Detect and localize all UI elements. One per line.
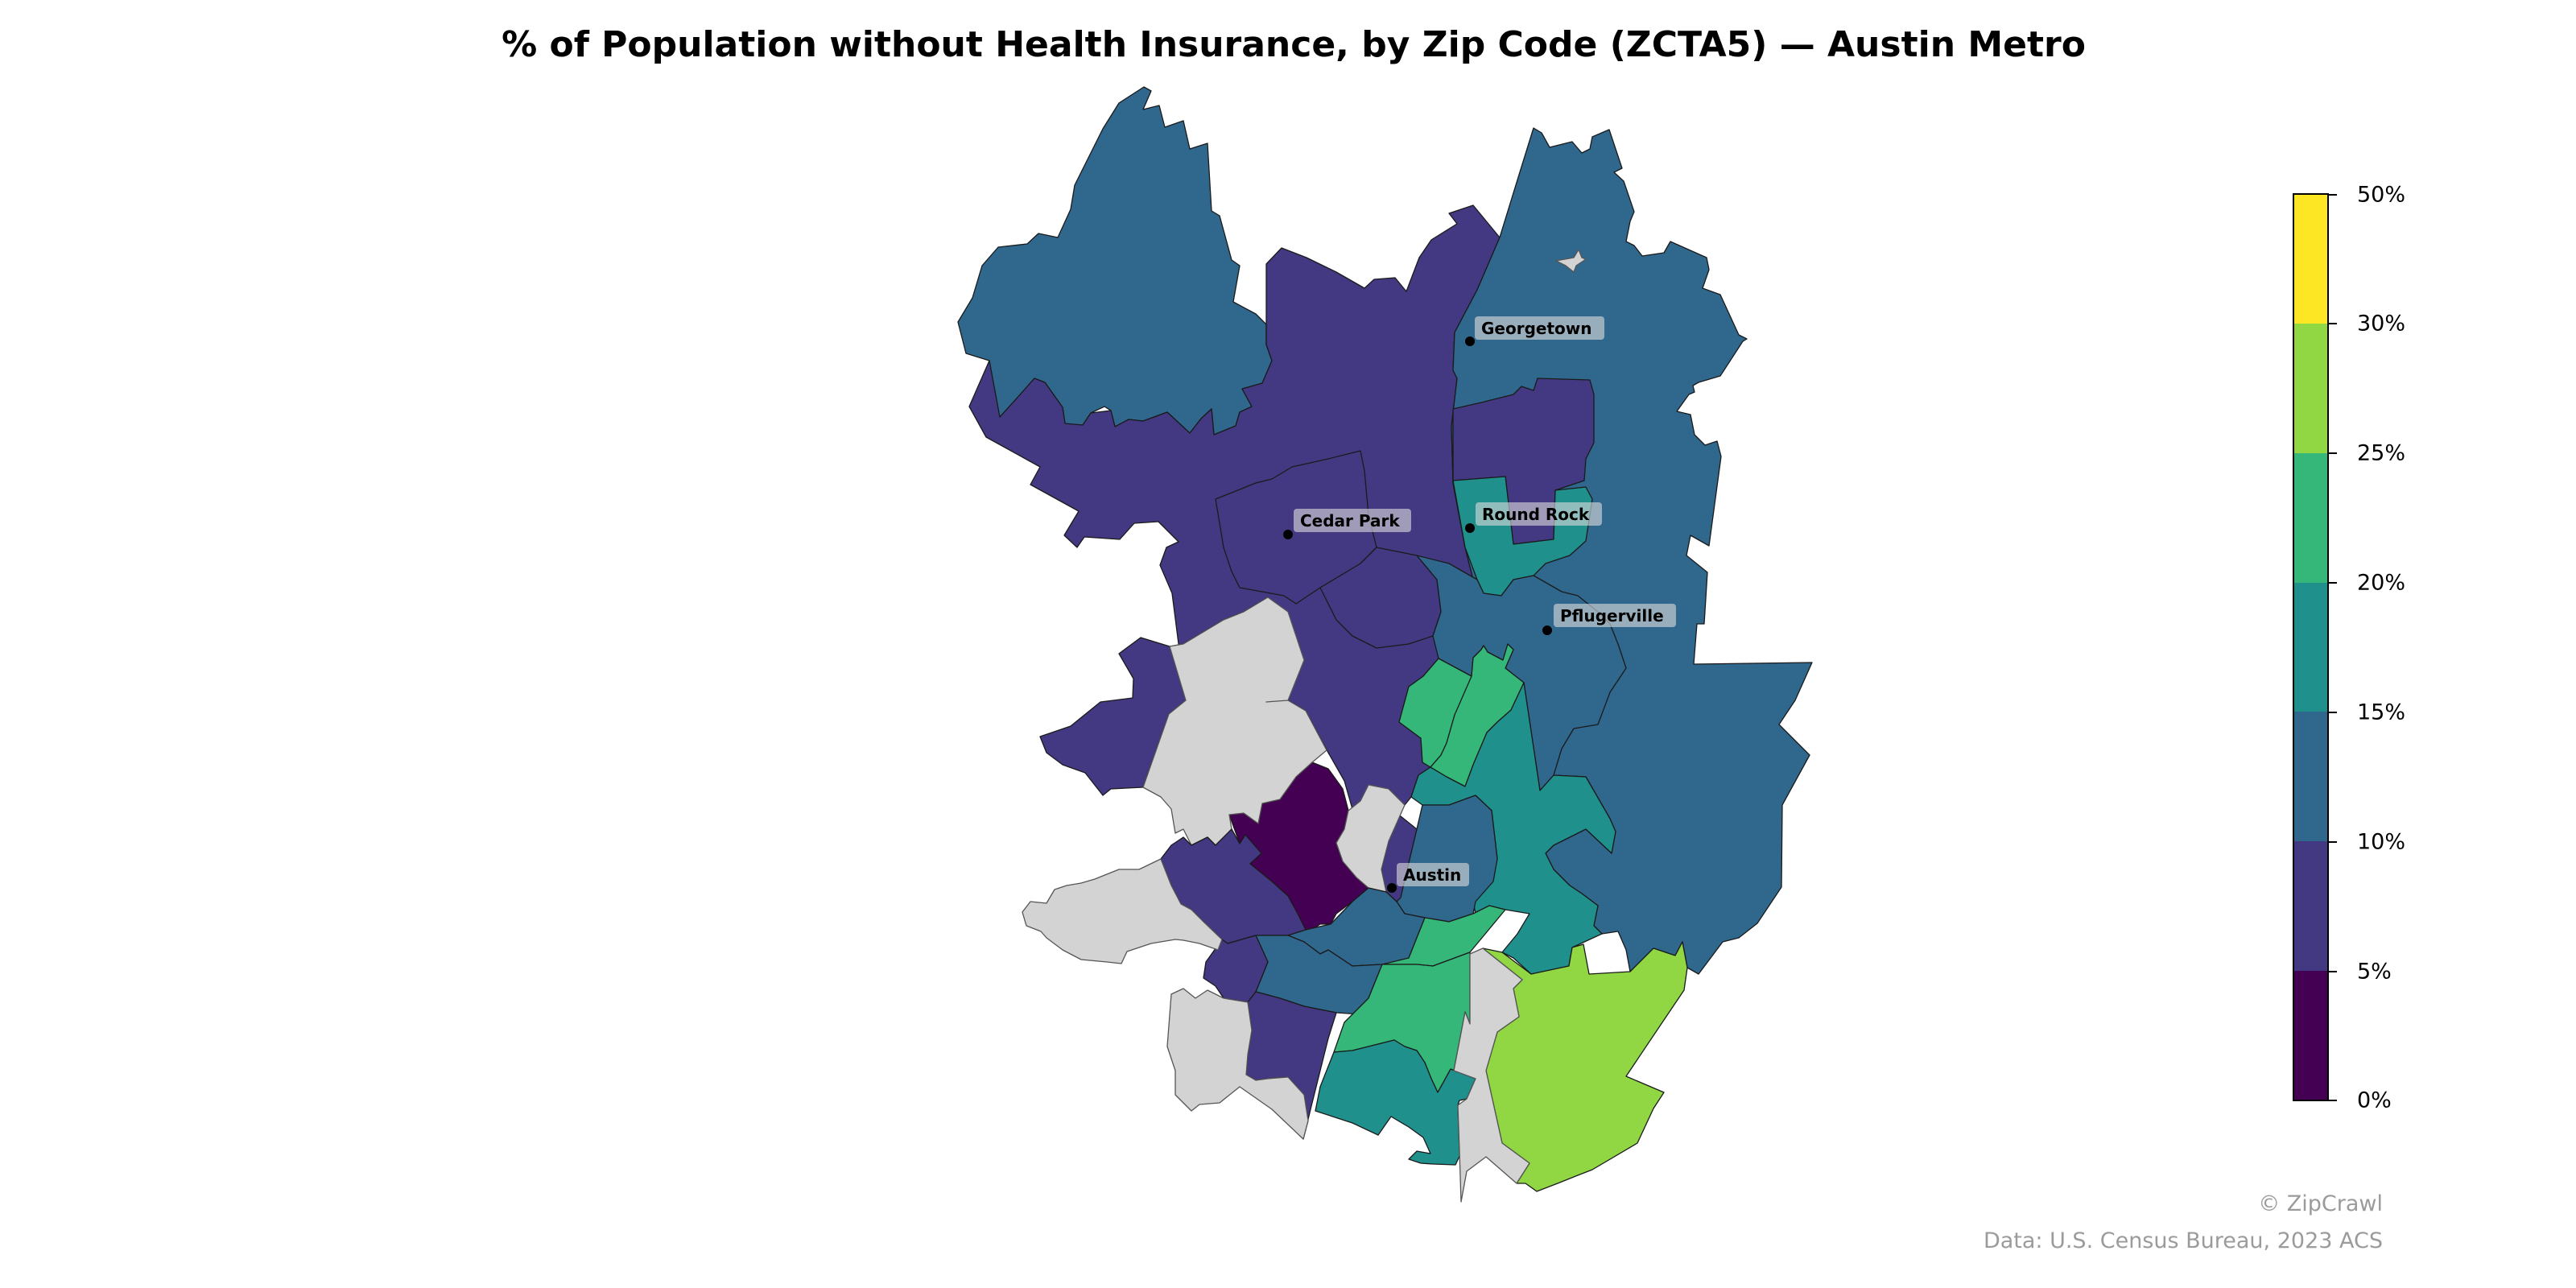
zip-region-far-northwest[interactable] <box>957 86 1273 436</box>
colorbar-label-5: 5% <box>2357 959 2392 985</box>
zip-region-no-data-dripping-springs[interactable] <box>1166 988 1309 1140</box>
colorbar-legend <box>2293 193 2329 1101</box>
colorbar-label-15: 15% <box>2357 700 2406 725</box>
zip-region-no-data-central[interactable] <box>1335 784 1406 893</box>
colorbar-label-25: 25% <box>2357 440 2406 466</box>
city-marker-georgetown: Georgetown <box>1465 316 1604 346</box>
city-marker-round-rock: Round Rock <box>1465 502 1602 533</box>
colorbar-label-30: 30% <box>2357 311 2406 336</box>
colorbar-label-10: 10% <box>2357 829 2406 855</box>
city-dot-icon <box>1283 530 1293 539</box>
colorbar-tick <box>2329 323 2337 324</box>
data-source-text: Data: U.S. Census Bureau, 2023 ACS <box>1983 1228 2383 1253</box>
credit-text: © ZipCrawl <box>2258 1191 2383 1216</box>
colorbar-tick <box>2329 841 2337 843</box>
zip-region-no-data-airport[interactable] <box>1453 947 1530 1203</box>
colorbar-tick <box>2329 1100 2337 1101</box>
city-label-austin: Austin <box>1403 865 1461 885</box>
colorbar-segment-10-15 <box>2294 712 2327 842</box>
colorbar-segment-15-20 <box>2294 582 2327 712</box>
city-dot-icon <box>1465 523 1475 533</box>
city-marker-cedar-park: Cedar Park <box>1283 509 1411 539</box>
city-label-round-rock: Round Rock <box>1482 505 1590 524</box>
colorbar-label-20: 20% <box>2357 570 2406 596</box>
colorbar-tick <box>2329 971 2337 972</box>
colorbar-segment-5-10 <box>2294 841 2327 972</box>
zip-region-no-data-southwest[interactable] <box>1022 858 1223 964</box>
city-dot-icon <box>1465 336 1475 346</box>
colorbar-label-50: 50% <box>2357 182 2406 208</box>
colorbar-tick <box>2329 712 2337 713</box>
colorbar-tick <box>2329 582 2337 584</box>
colorbar-segment-20-25 <box>2294 452 2327 583</box>
city-marker-pflugerville: Pflugerville <box>1542 604 1676 635</box>
colorbar-tick <box>2329 452 2337 454</box>
colorbar-segment-25-30 <box>2294 323 2327 453</box>
city-dot-icon <box>1387 883 1397 893</box>
chart-title: % of Population without Health Insurance… <box>502 24 2086 65</box>
city-marker-austin: Austin <box>1387 863 1469 893</box>
colorbar-segment-30-50 <box>2294 195 2327 324</box>
colorbar-label-0: 0% <box>2357 1088 2392 1113</box>
city-dot-icon <box>1542 625 1552 635</box>
city-label-georgetown: Georgetown <box>1481 319 1591 338</box>
city-label-cedar-park: Cedar Park <box>1300 511 1400 530</box>
zip-region-no-data-georgetown-hole[interactable] <box>1555 249 1587 273</box>
city-label-pflugerville: Pflugerville <box>1560 606 1664 625</box>
colorbar-tick <box>2329 194 2337 196</box>
colorbar-segment-0-5 <box>2294 971 2327 1100</box>
